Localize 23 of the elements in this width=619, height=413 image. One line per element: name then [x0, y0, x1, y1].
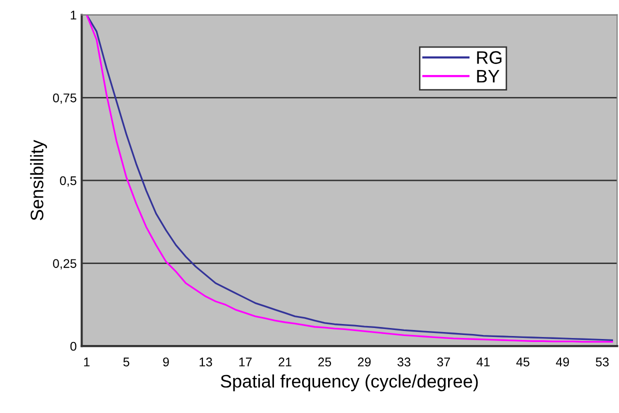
y-axis-title: Sensibility	[30, 140, 47, 220]
x-tick-label: 53	[596, 358, 609, 366]
x-tick-label: 17	[239, 358, 252, 366]
x-tick-label: 25	[318, 358, 332, 366]
x-tick-label: 29	[358, 358, 371, 366]
x-tick-label: 9	[163, 358, 169, 366]
y-tick-label: 0,5	[60, 176, 76, 187]
y-tick-label: 0,25	[53, 259, 76, 270]
x-tick-label: 49	[556, 358, 569, 366]
legend-label: BY	[477, 70, 500, 82]
x-tick-label: 13	[200, 358, 212, 366]
x-tick-label: 1	[84, 358, 90, 366]
x-tick-label: 45	[516, 358, 530, 366]
x-tick-label: 41	[476, 358, 490, 366]
y-tick-label: 0	[70, 342, 76, 351]
x-tick-label: 21	[278, 358, 292, 366]
legend-label: RG	[477, 51, 502, 64]
x-tick-label: 5	[123, 358, 130, 366]
x-tick-label: 33	[397, 358, 410, 366]
x-tick-label: 37	[437, 358, 450, 366]
x-axis-title: Spatial frequency (cycle/degree)	[220, 374, 478, 392]
y-tick-label: 1	[70, 10, 76, 20]
y-tick-label: 0,75	[53, 93, 76, 104]
